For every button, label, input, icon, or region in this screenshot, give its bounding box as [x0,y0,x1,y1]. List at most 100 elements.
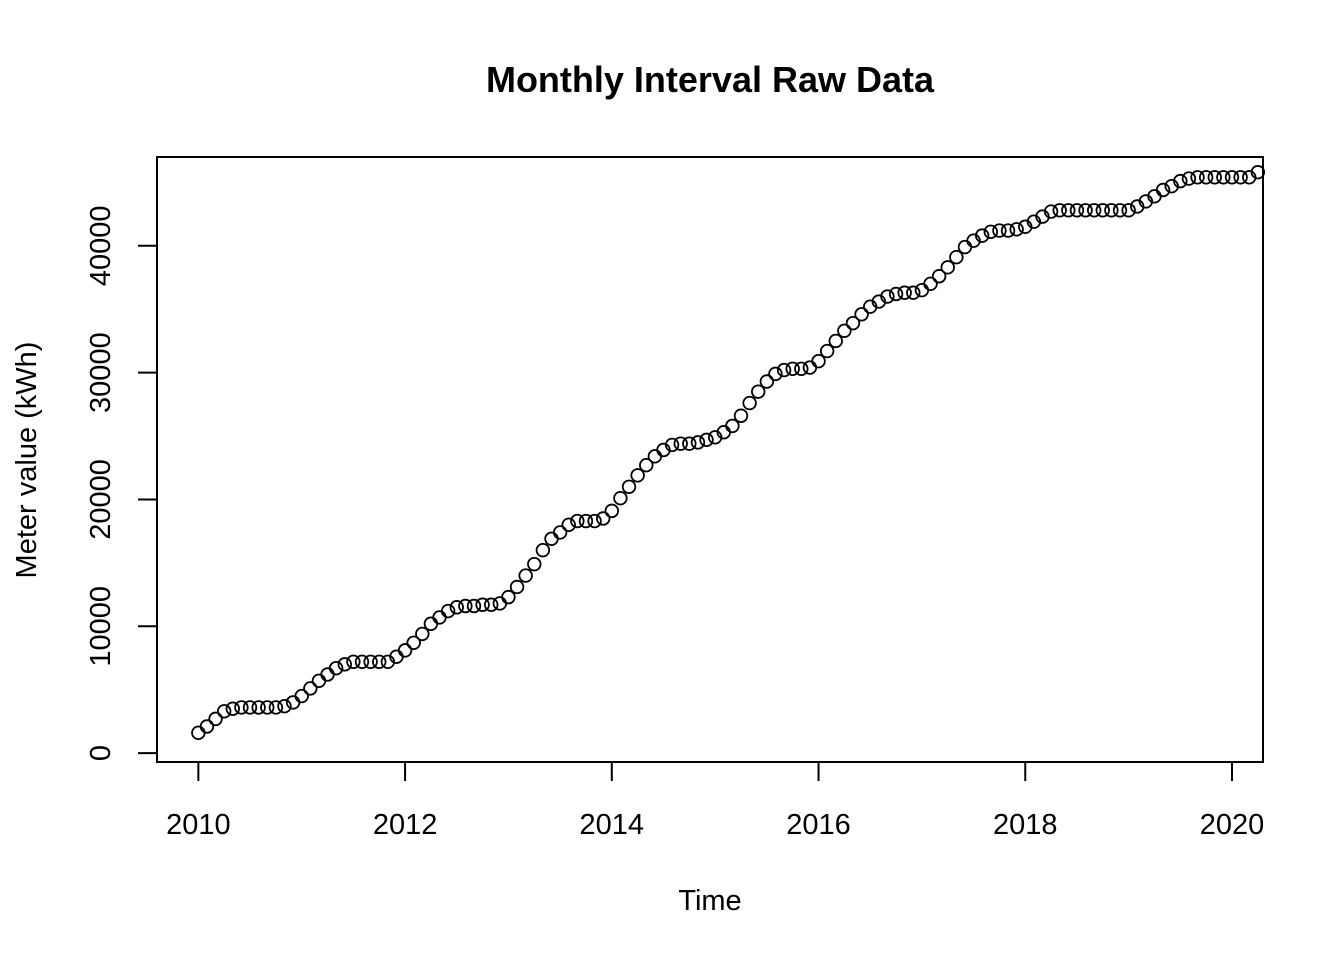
data-point [354,654,370,670]
data-point [423,616,439,631]
data-point [320,667,335,682]
y-tick-label: 40000 [85,205,117,286]
data-point [260,700,275,715]
data-point [363,654,378,670]
data-point [492,596,508,611]
data-point [673,436,688,451]
data-point [1009,222,1024,237]
data-point [880,289,895,304]
data-point [311,673,327,689]
x-tick-label: 2012 [373,809,438,841]
y-axis: 0 10000 20000 30000 40000 [85,205,158,761]
data-point [742,395,757,411]
data-point [794,361,809,377]
data-point [234,700,249,715]
data-point [251,700,266,715]
data-point [509,579,525,595]
data-point [406,635,421,650]
data-point [802,360,818,375]
data-point [346,654,361,670]
x-axis: 2010 2012 2014 2016 2018 2020 [166,761,1265,841]
data-point [242,700,258,715]
data-point [923,276,938,292]
data-point [294,688,309,704]
data-point [1121,203,1136,218]
data-point [630,468,645,483]
data-point [1181,171,1197,186]
data-point [484,597,499,612]
data-point [518,568,533,583]
x-tick-label: 2014 [580,809,645,841]
data-point [1086,203,1102,218]
data-point [1043,204,1059,219]
data-point [1052,203,1067,218]
data-point [578,513,594,529]
data-point [1216,170,1231,185]
data-point [647,449,663,464]
data-point [191,725,206,741]
y-axis-label: Meter value (kWh) [11,342,43,579]
data-point [906,285,921,300]
data-point [1078,203,1093,218]
data-point [552,525,568,540]
data-point [372,654,387,670]
data-point [931,269,947,284]
data-point [1112,203,1128,218]
data-point [776,362,792,378]
data-point [1061,203,1076,218]
data-point [639,458,654,473]
data-point [957,239,973,255]
data-point [415,626,430,642]
data-point [768,366,783,382]
data-point [440,603,456,619]
data-point [561,517,576,533]
y-tick-label: 0 [85,745,117,761]
data-point [1207,170,1222,185]
data-point [837,323,852,338]
data-point [466,598,482,614]
data-point [501,589,516,605]
data-point [449,600,464,615]
data-point [828,333,843,349]
data-point [699,432,714,448]
data-point [819,343,835,359]
x-tick-label: 2010 [166,809,231,841]
data-point [199,719,215,734]
data-point [845,315,861,331]
data-point [1069,203,1085,218]
data-point [811,354,826,369]
data-point [337,657,352,672]
y-tick-label: 30000 [85,332,117,413]
x-tick-label: 2018 [993,809,1058,841]
data-point [940,260,955,275]
data-point [690,435,706,450]
data-point [751,384,766,399]
data-point [432,610,447,625]
data-point [1095,203,1110,218]
data-point [613,490,628,506]
data-point [535,542,551,558]
data-point [277,698,292,714]
data-point [570,513,585,529]
data-point [949,249,964,265]
data-point [888,286,904,302]
data-point [621,479,637,494]
data-point [208,711,223,727]
chart-title: Monthly Interval Raw Data [486,59,935,100]
data-point [595,511,611,526]
x-tick-label: 2016 [786,809,851,841]
data-point [587,513,602,529]
data-point [854,307,869,322]
data-point [974,228,990,243]
data-point [1198,170,1214,185]
x-tick-label: 2020 [1200,809,1265,841]
data-point [664,437,680,453]
data-point [225,701,241,716]
data-point [992,223,1007,238]
x-axis-label: Time [678,885,741,917]
data-point [527,556,542,572]
data-point [682,436,697,451]
data-point [725,418,740,434]
data-point [983,224,999,240]
